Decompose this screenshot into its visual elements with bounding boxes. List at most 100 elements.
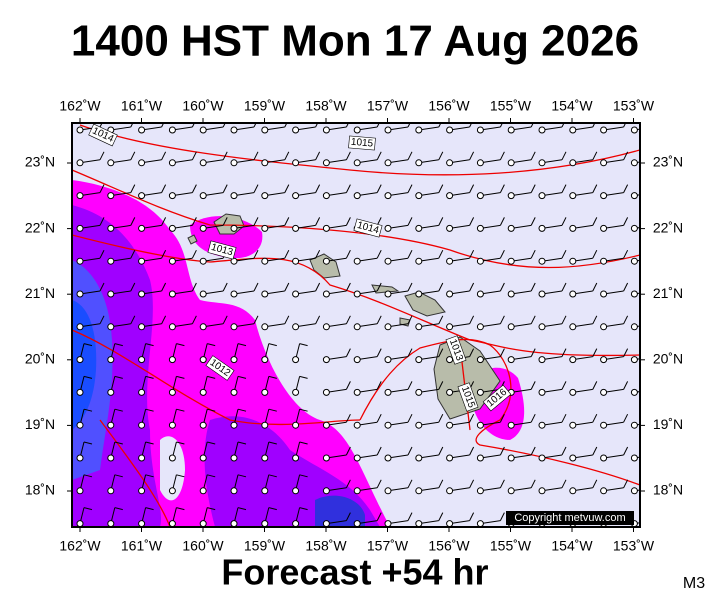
barb-station	[322, 487, 330, 495]
barb-station	[569, 224, 577, 232]
barb-station	[507, 290, 515, 298]
barb-feather	[592, 413, 598, 423]
barb-station	[415, 126, 423, 134]
barb-feather	[469, 413, 475, 423]
copyright: Copyright metvuw.com	[514, 512, 625, 524]
barb-feather	[623, 479, 629, 489]
barb-station	[107, 257, 115, 265]
barb-feather	[253, 217, 259, 226]
longitude-label: 153˚W	[613, 538, 655, 554]
barb-feather	[376, 151, 382, 161]
barb-feather	[99, 123, 103, 128]
isobar-label-box	[482, 384, 512, 412]
barb-station	[630, 487, 638, 495]
barb-station	[138, 159, 146, 167]
longitude-label: 158˚W	[305, 98, 347, 114]
isobar-label-box	[207, 240, 237, 260]
barb-station	[630, 257, 638, 265]
barb-feather	[530, 123, 534, 128]
barb-feather	[376, 512, 382, 521]
barb-station	[261, 356, 269, 364]
title: 1400 HST Mon 17 Aug 2026	[71, 17, 639, 66]
barb-station	[415, 323, 423, 331]
barb-feather	[130, 249, 136, 259]
barb-station	[384, 224, 392, 232]
barb-feather	[253, 249, 259, 259]
barb-station	[538, 159, 546, 167]
barb-feather	[99, 315, 105, 325]
barb-feather	[83, 408, 93, 412]
barb-station	[76, 454, 84, 462]
barb-feather	[530, 348, 536, 357]
barb-station	[261, 323, 269, 331]
barb-station	[107, 356, 115, 364]
barb-feather	[438, 282, 444, 292]
barb-station	[569, 257, 577, 265]
footer: Forecast +54 hr	[221, 552, 488, 593]
barb-feather	[376, 217, 382, 226]
barb-feather	[222, 123, 226, 128]
barb-station	[538, 257, 546, 265]
barb-feather	[561, 151, 567, 161]
barb-feather	[207, 474, 216, 478]
barb-feather	[130, 282, 136, 292]
latitude-label: 19˚N	[25, 416, 55, 432]
barb-feather	[407, 413, 413, 423]
barb-station	[415, 192, 423, 200]
barb-station	[230, 192, 238, 200]
barb-feather	[99, 282, 105, 292]
barb-station	[507, 224, 515, 232]
barb-feather	[561, 381, 567, 390]
barb-station	[168, 388, 176, 396]
barb-feather	[207, 375, 216, 379]
barb-station	[261, 290, 269, 298]
isobar-label: 1014	[353, 218, 383, 238]
barb-feather	[191, 249, 197, 259]
barb-feather	[561, 217, 567, 226]
barb-station	[230, 323, 238, 331]
barb-station	[199, 487, 207, 495]
barb-station	[230, 356, 238, 364]
longitude-label: 159˚W	[244, 538, 286, 554]
barb-feather	[623, 249, 629, 259]
barb-feather	[530, 282, 536, 292]
barb-station	[446, 224, 454, 232]
barb-station	[384, 290, 392, 298]
barb-station	[476, 192, 484, 200]
barb-feather	[237, 343, 247, 347]
barb-feather	[654, 316, 658, 324]
latitude-label: 22˚N	[25, 219, 55, 235]
barb-station	[261, 224, 269, 232]
barb-station	[76, 126, 84, 134]
barb-feather	[592, 348, 598, 357]
wind-barbs	[76, 119, 658, 527]
barb-station	[76, 421, 84, 429]
barb-feather	[469, 512, 475, 521]
barb-feather	[345, 348, 351, 357]
barb-feather	[145, 375, 154, 379]
barb-station	[107, 520, 115, 527]
latitude-label: 21˚N	[653, 285, 683, 301]
barb-station	[446, 421, 454, 429]
barb-station	[415, 454, 423, 462]
barb-feather	[315, 184, 321, 193]
barb-feather	[654, 119, 658, 127]
barb-feather	[161, 151, 167, 161]
barb-feather	[407, 151, 413, 161]
barb-feather	[561, 446, 567, 456]
barb-feather	[438, 413, 444, 423]
barb-station	[384, 454, 392, 462]
barb-station	[476, 159, 484, 167]
barb-station	[322, 520, 330, 527]
barb-station	[415, 224, 423, 232]
barb-station	[138, 224, 146, 232]
isobar-label-box	[445, 335, 467, 365]
barb-station	[199, 356, 207, 364]
barb-feather	[345, 123, 349, 128]
barb-station	[600, 454, 608, 462]
barb-station	[199, 388, 207, 396]
barb-feather	[592, 184, 598, 193]
barb-station	[292, 257, 300, 265]
barb-station	[446, 257, 454, 265]
